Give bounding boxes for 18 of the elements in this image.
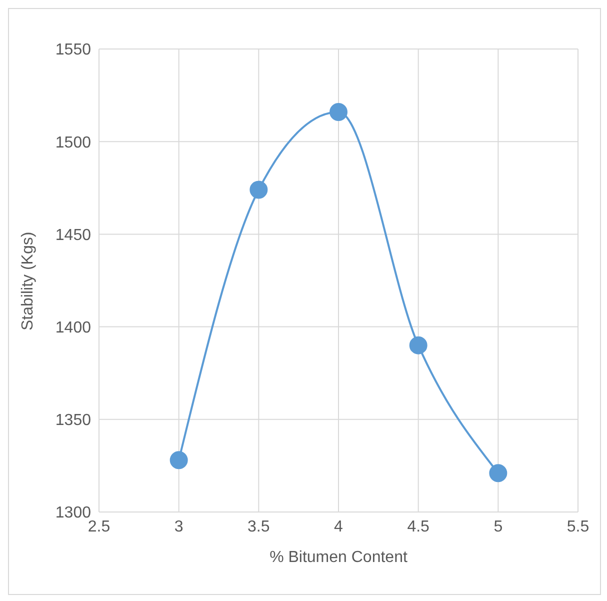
x-tick-label: 4.5 — [407, 518, 430, 536]
y-tick-label: 1550 — [55, 42, 92, 59]
point — [330, 102, 348, 121]
x-tick-label: 5 — [494, 518, 503, 536]
x-tick-label: 5.5 — [566, 518, 590, 536]
x-tick-label: 3.5 — [248, 518, 270, 536]
y-tick-label: 1400 — [55, 319, 92, 336]
point — [250, 180, 268, 199]
x-tick-label: 4 — [334, 518, 344, 536]
y-tick-label: 1350 — [55, 412, 92, 430]
y-tick-label: 1500 — [55, 134, 92, 152]
x-axis-title: % Bitumen Content — [270, 549, 408, 566]
y-tick-label: 1450 — [55, 226, 92, 244]
point — [409, 336, 428, 354]
point — [170, 451, 188, 470]
point — [489, 464, 508, 482]
y-axis-title: Stability (Kgs) — [20, 232, 37, 330]
x-tick-label: 3 — [174, 518, 184, 536]
